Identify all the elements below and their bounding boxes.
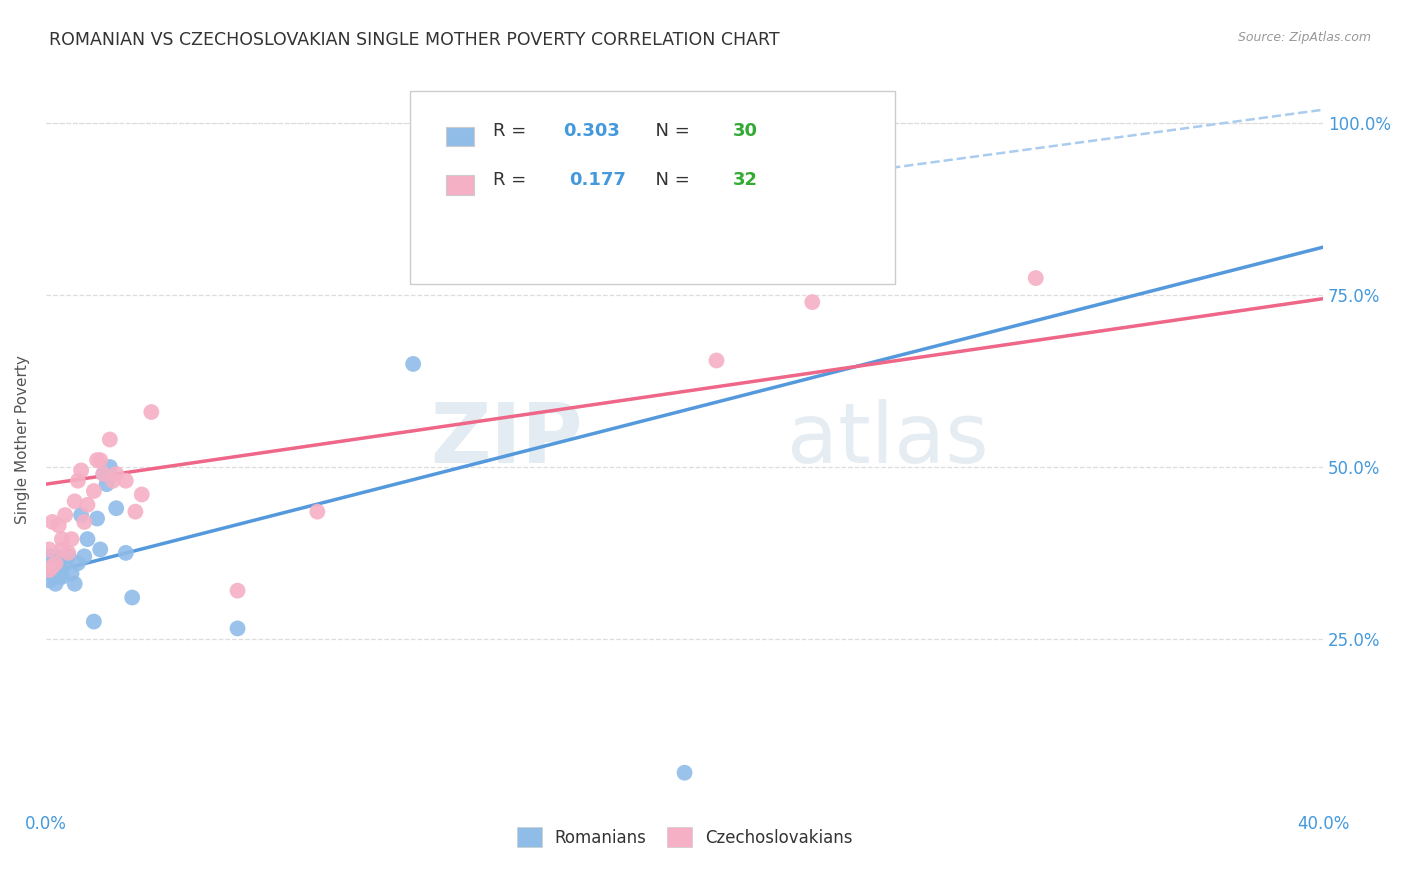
Point [63,576,86,591]
Text: ZIP: ZIP [430,399,582,480]
Point [76,532,98,546]
Point [98,460,121,475]
Text: N =: N = [644,170,695,189]
Point [60,566,83,581]
Point [124,505,146,519]
Point [105,501,128,516]
Point [673,765,696,780]
Point [38,549,60,564]
Point [83,483,105,498]
Text: 0.303: 0.303 [564,122,620,141]
Point [48,556,70,570]
Point [307,505,329,519]
Point [53,508,76,522]
Point [58,546,80,560]
Text: R =: R = [494,122,531,141]
Point [53,556,76,570]
Point [98,433,121,447]
Point [114,474,136,488]
Point [70,508,93,522]
Point [41,559,63,574]
Point [63,494,86,508]
Point [141,405,163,419]
Point [51,570,73,584]
Point [38,542,60,557]
Point [114,546,136,560]
Point [801,295,824,310]
Point [226,583,249,598]
Text: R =: R = [494,170,537,189]
Text: N =: N = [644,122,695,141]
FancyBboxPatch shape [446,127,474,146]
Text: 0.177: 0.177 [569,170,627,189]
Point [76,498,98,512]
Point [45,556,67,570]
Point [706,353,728,368]
Point [48,570,70,584]
Text: 32: 32 [733,170,758,189]
Point [89,542,111,557]
Point [51,532,73,546]
Point [41,566,63,581]
Point [38,574,60,588]
Point [93,467,115,481]
Point [1025,271,1047,285]
Point [60,532,83,546]
Point [51,542,73,557]
Point [101,474,124,488]
Text: atlas: atlas [787,399,988,480]
Point [121,591,143,605]
Point [66,556,89,570]
Point [89,453,111,467]
Point [73,549,96,564]
Point [41,515,63,529]
Point [83,615,105,629]
FancyBboxPatch shape [411,91,896,284]
Point [66,474,89,488]
Legend: Romanians, Czechoslovakians: Romanians, Czechoslovakians [510,821,859,855]
Point [73,515,96,529]
Text: 30: 30 [733,122,758,141]
Point [93,467,115,481]
Point [45,549,67,564]
Point [105,467,128,481]
Point [402,357,425,371]
Point [51,563,73,577]
Point [45,576,67,591]
Point [86,511,108,525]
Text: ROMANIAN VS CZECHOSLOVAKIAN SINGLE MOTHER POVERTY CORRELATION CHART: ROMANIAN VS CZECHOSLOVAKIAN SINGLE MOTHE… [49,31,780,49]
Point [38,563,60,577]
Point [41,559,63,574]
Point [86,453,108,467]
Point [48,518,70,533]
FancyBboxPatch shape [446,175,474,194]
Point [70,463,93,477]
Point [58,549,80,564]
Y-axis label: Single Mother Poverty: Single Mother Poverty [15,355,30,524]
Point [131,487,153,501]
Point [226,622,249,636]
Point [96,477,118,491]
Text: Source: ZipAtlas.com: Source: ZipAtlas.com [1237,31,1371,45]
